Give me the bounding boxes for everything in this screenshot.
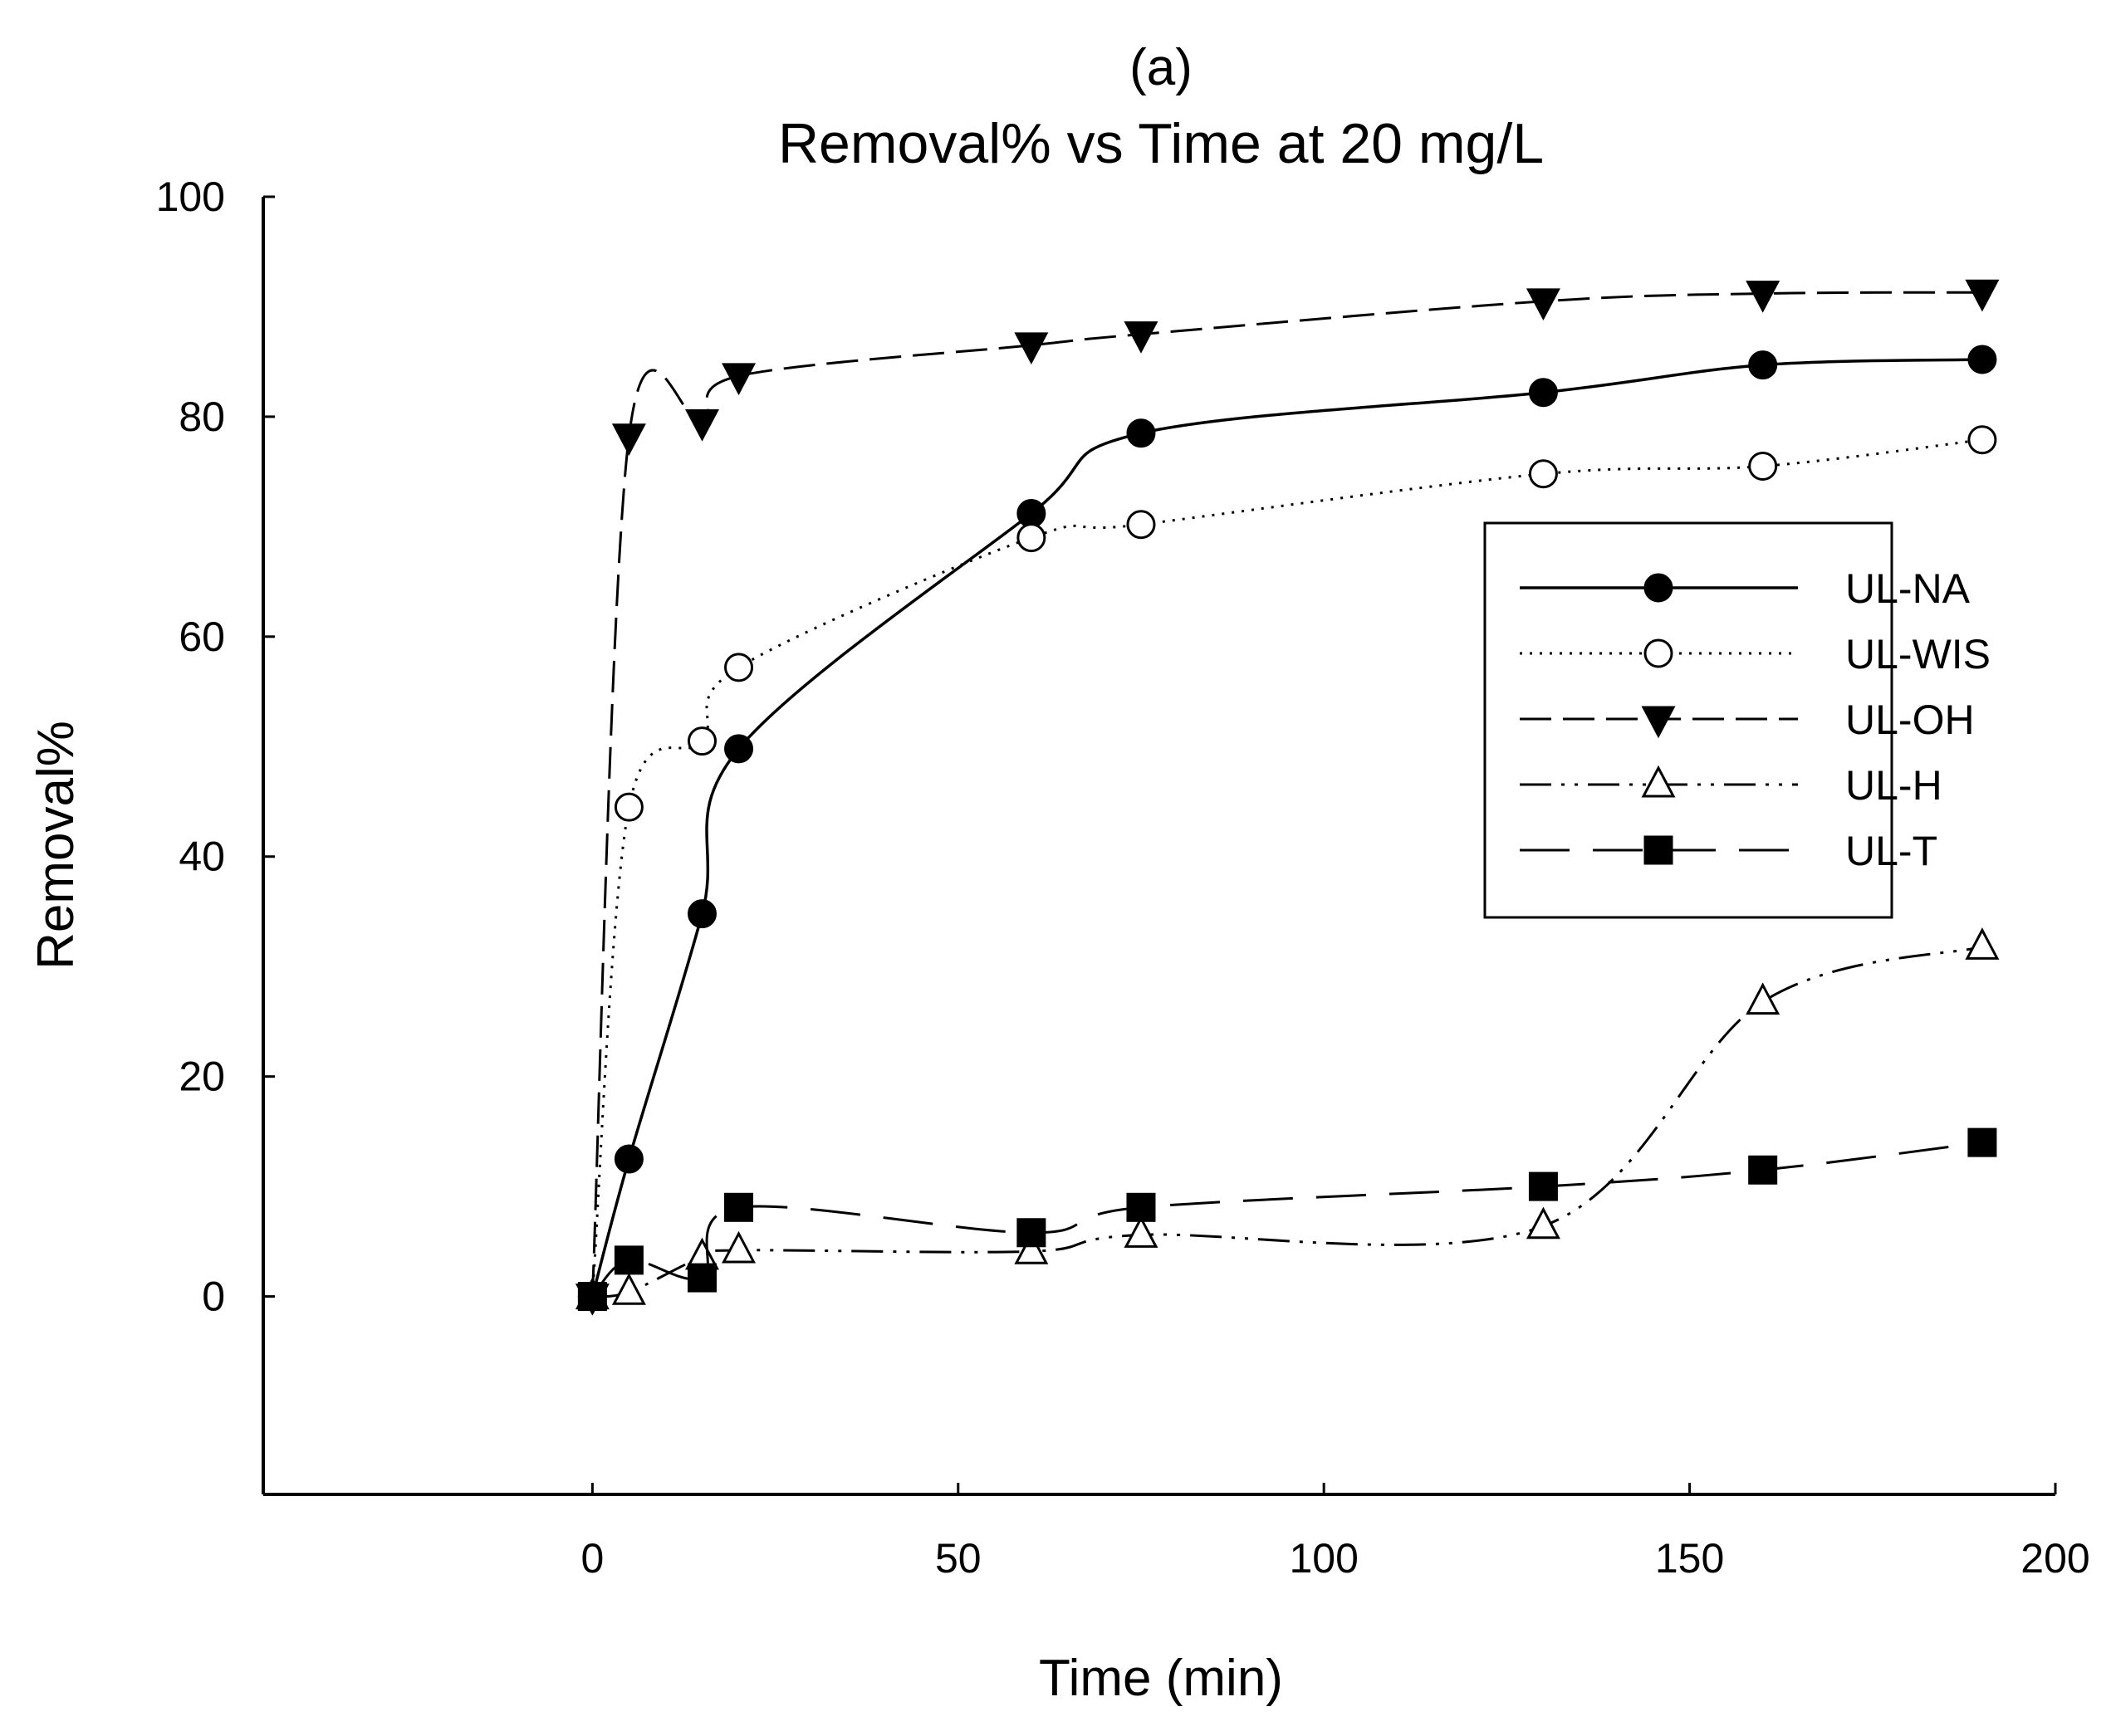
- data-point: [1748, 452, 1778, 482]
- data-point: [1016, 523, 1046, 553]
- x-tick-label: 0: [580, 1535, 604, 1582]
- data-point: [1748, 350, 1778, 380]
- plot-series: [575, 279, 2000, 1316]
- y-tick-label: 60: [179, 614, 225, 660]
- data-point: [1967, 1127, 1997, 1157]
- data-point: [722, 363, 757, 396]
- data-point: [1016, 498, 1046, 528]
- data-point: [1746, 982, 1780, 1015]
- series-line: [591, 1141, 1983, 1298]
- data-point: [614, 792, 644, 822]
- legend-marker: [1641, 765, 1676, 798]
- data-point: [687, 726, 717, 756]
- data-point: [1526, 288, 1560, 321]
- panel-label: (a): [1129, 39, 1193, 96]
- x-tick-label: 100: [1289, 1535, 1358, 1582]
- data-point: [611, 1273, 646, 1305]
- x-tick-label: 150: [1655, 1535, 1724, 1582]
- data-point: [1016, 1218, 1046, 1248]
- data-point: [1965, 927, 2000, 960]
- data-point: [1746, 281, 1780, 313]
- data-point: [687, 1263, 717, 1293]
- series-ul-t: [577, 1127, 1997, 1312]
- y-tick-label: 0: [202, 1274, 225, 1320]
- series-line: [592, 945, 1983, 1298]
- y-tick-label: 20: [179, 1054, 225, 1100]
- data-point: [1124, 1215, 1158, 1248]
- y-ticks: 0 20 40 60 80 100: [156, 174, 275, 1320]
- legend-label: UL-OH: [1845, 697, 1975, 743]
- data-point: [1528, 1171, 1558, 1201]
- data-point: [611, 423, 646, 456]
- series-ul-na: [577, 345, 1997, 1312]
- data-point: [1748, 1155, 1778, 1185]
- data-point: [1126, 510, 1156, 540]
- x-tick-label: 50: [935, 1535, 982, 1582]
- data-point: [1528, 459, 1558, 489]
- data-point: [724, 734, 754, 764]
- data-point: [724, 1192, 754, 1222]
- data-point: [687, 899, 717, 929]
- x-axis-label: Time (min): [1039, 1650, 1283, 1707]
- y-tick-label: 40: [179, 834, 225, 880]
- legend-label: UL-T: [1845, 828, 1937, 874]
- legend-marker: [1643, 835, 1673, 865]
- data-point: [684, 409, 719, 442]
- data-point: [1014, 1232, 1049, 1264]
- data-point: [1526, 1206, 1560, 1240]
- legend-marker: [1643, 573, 1673, 603]
- data-point: [1967, 345, 1997, 374]
- chart-title: Removal% vs Time at 20 mg/L: [778, 112, 1544, 175]
- y-tick-label: 100: [156, 174, 225, 220]
- series-ul-h: [575, 927, 2000, 1310]
- legend-marker: [1643, 638, 1673, 668]
- data-point: [1126, 1192, 1156, 1222]
- series-line: [590, 291, 1982, 1297]
- data-point: [1528, 378, 1558, 408]
- data-point: [1124, 321, 1158, 354]
- x-ticks: 0 50 100 150 200: [580, 1483, 2090, 1582]
- data-point: [1965, 279, 2000, 312]
- legend-label: UL-WIS: [1845, 631, 1991, 677]
- data-point: [1014, 332, 1049, 365]
- legend-marker: [1641, 706, 1676, 739]
- data-point: [722, 1230, 757, 1264]
- data-point: [577, 1282, 607, 1312]
- data-point: [724, 653, 754, 682]
- legend-label: UL-H: [1845, 762, 1942, 809]
- data-point: [614, 1144, 644, 1174]
- legend: UL-NA UL-WIS UL-OH UL-H UL-T: [1520, 565, 1991, 874]
- data-point: [1967, 425, 1997, 455]
- y-tick-label: 80: [179, 394, 225, 440]
- y-axis-label: Removal%: [27, 721, 85, 970]
- legend-label: UL-NA: [1845, 565, 1971, 612]
- data-point: [614, 1245, 644, 1275]
- x-tick-label: 200: [2020, 1535, 2089, 1582]
- data-point: [1126, 418, 1156, 448]
